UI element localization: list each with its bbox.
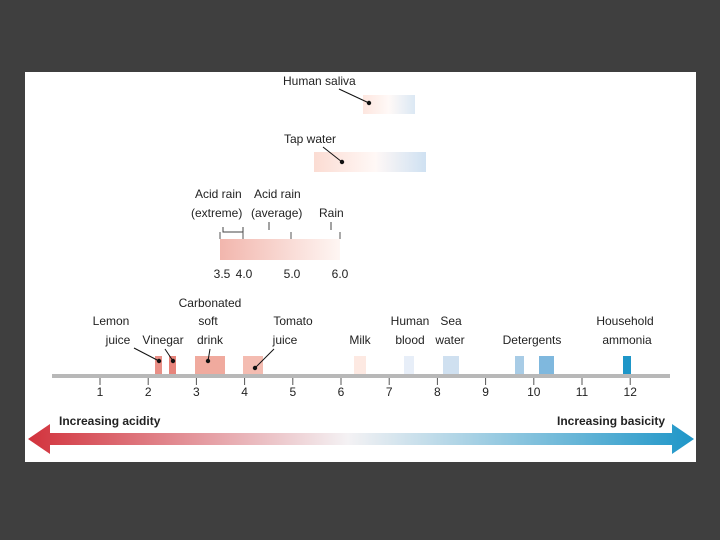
ph-axis-tick-label: 5 <box>289 385 296 399</box>
ph-scale-panel: Human saliva Tap water Acid rain (extrem… <box>25 72 696 462</box>
human-blood-bar <box>404 356 414 374</box>
rain-tick-label: 4.0 <box>236 267 253 281</box>
rain-panel: Acid rain (extreme) Acid rain (average) … <box>191 187 349 281</box>
household-ammonia-bar <box>623 356 631 374</box>
milk-label: Milk <box>349 333 371 347</box>
sea-water-bar <box>443 356 459 374</box>
gradient-arrow <box>28 424 694 454</box>
ph-axis-tick-label: 4 <box>241 385 248 399</box>
human-blood-label-line2: blood <box>395 333 424 347</box>
human-saliva-group: Human saliva <box>283 74 415 114</box>
human-saliva-label: Human saliva <box>283 74 356 88</box>
detergents-bar-low <box>515 356 524 374</box>
sea-water-label-line2: water <box>434 333 464 347</box>
ph-axis-tick-label: 1 <box>97 385 104 399</box>
soft-drink-dot <box>205 358 211 364</box>
acid-rain-extreme-line1: Acid rain <box>195 187 242 201</box>
human-saliva-leader <box>338 88 370 104</box>
tomato-juice-leader <box>254 348 275 369</box>
ph-axis-tick-label: 6 <box>338 385 345 399</box>
ph-scale-diagram: Human saliva Tap water Acid rain (extrem… <box>28 74 694 454</box>
soft-drink-label-line3: drink <box>197 333 224 347</box>
ph-axis-tick-label: 10 <box>527 385 541 399</box>
milk-bar <box>354 356 366 374</box>
ph-axis-tick-label: 8 <box>434 385 441 399</box>
acidity-basicity-arrow: Increasing acidity Increasing basicity <box>28 414 694 454</box>
lemon-juice-label-line1: Lemon <box>93 314 130 328</box>
acid-rain-average-line2: (average) <box>251 206 302 220</box>
rain-gradient-bar <box>220 239 340 260</box>
vinegar-label: Vinegar <box>142 333 183 347</box>
tomato-juice-bar <box>243 356 263 374</box>
tap-water-dot <box>339 159 345 165</box>
lemon-juice-leader <box>133 347 160 362</box>
ph-axis-tick-label: 7 <box>386 385 393 399</box>
household-ammonia-label-line2: ammonia <box>602 333 652 347</box>
sea-water-label-line1: Sea <box>440 314 462 328</box>
acid-rain-extreme-bracket <box>222 227 244 233</box>
rain-tick-label: 3.5 <box>214 267 231 281</box>
ph-axis: 1 2 3 4 5 6 7 8 9 10 11 12 <box>52 374 670 399</box>
detergents-label: Detergents <box>503 333 562 347</box>
ph-axis-ticks: 1 2 3 4 5 6 7 8 9 10 11 12 <box>97 378 638 399</box>
human-saliva-dot <box>366 100 372 106</box>
substance-labels: Lemon juice Vinegar Carbonated soft drin… <box>93 296 654 347</box>
soft-drink-label-line2: soft <box>198 314 218 328</box>
tap-water-label: Tap water <box>284 132 336 146</box>
substance-markers <box>133 347 631 374</box>
ph-axis-tick-label: 9 <box>482 385 489 399</box>
vinegar-bar <box>169 356 176 374</box>
tomato-juice-label-line2: juice <box>272 333 298 347</box>
increasing-basicity-label: Increasing basicity <box>557 414 665 428</box>
vinegar-leader <box>164 348 174 362</box>
lemon-juice-label-line2: juice <box>105 333 131 347</box>
acid-rain-average-line1: Acid rain <box>254 187 301 201</box>
human-saliva-range-bar <box>363 95 415 114</box>
human-blood-label-line1: Human <box>391 314 430 328</box>
increasing-acidity-label: Increasing acidity <box>59 414 161 428</box>
tap-water-range-bar <box>314 152 426 172</box>
rain-label: Rain <box>319 206 344 220</box>
ph-axis-tick-label: 11 <box>576 385 589 399</box>
tomato-juice-label-line1: Tomato <box>273 314 313 328</box>
ph-axis-tick-label: 2 <box>145 385 152 399</box>
ph-axis-tick-label: 3 <box>193 385 200 399</box>
rain-tick-label: 5.0 <box>284 267 301 281</box>
tomato-juice-dot <box>252 365 258 371</box>
soft-drink-bar <box>195 356 225 374</box>
lemon-juice-bar <box>155 356 162 374</box>
lemon-juice-dot <box>156 358 162 364</box>
ph-axis-tick-label: 12 <box>624 385 638 399</box>
tap-water-group: Tap water <box>284 132 426 172</box>
household-ammonia-label-line1: Household <box>596 314 653 328</box>
tap-water-leader <box>322 146 343 163</box>
soft-drink-label-line1: Carbonated <box>179 296 242 310</box>
acid-rain-extreme-line2: (extreme) <box>191 206 242 220</box>
rain-tick-label: 6.0 <box>332 267 349 281</box>
vinegar-dot <box>170 358 176 364</box>
detergents-bar-high <box>539 356 554 374</box>
